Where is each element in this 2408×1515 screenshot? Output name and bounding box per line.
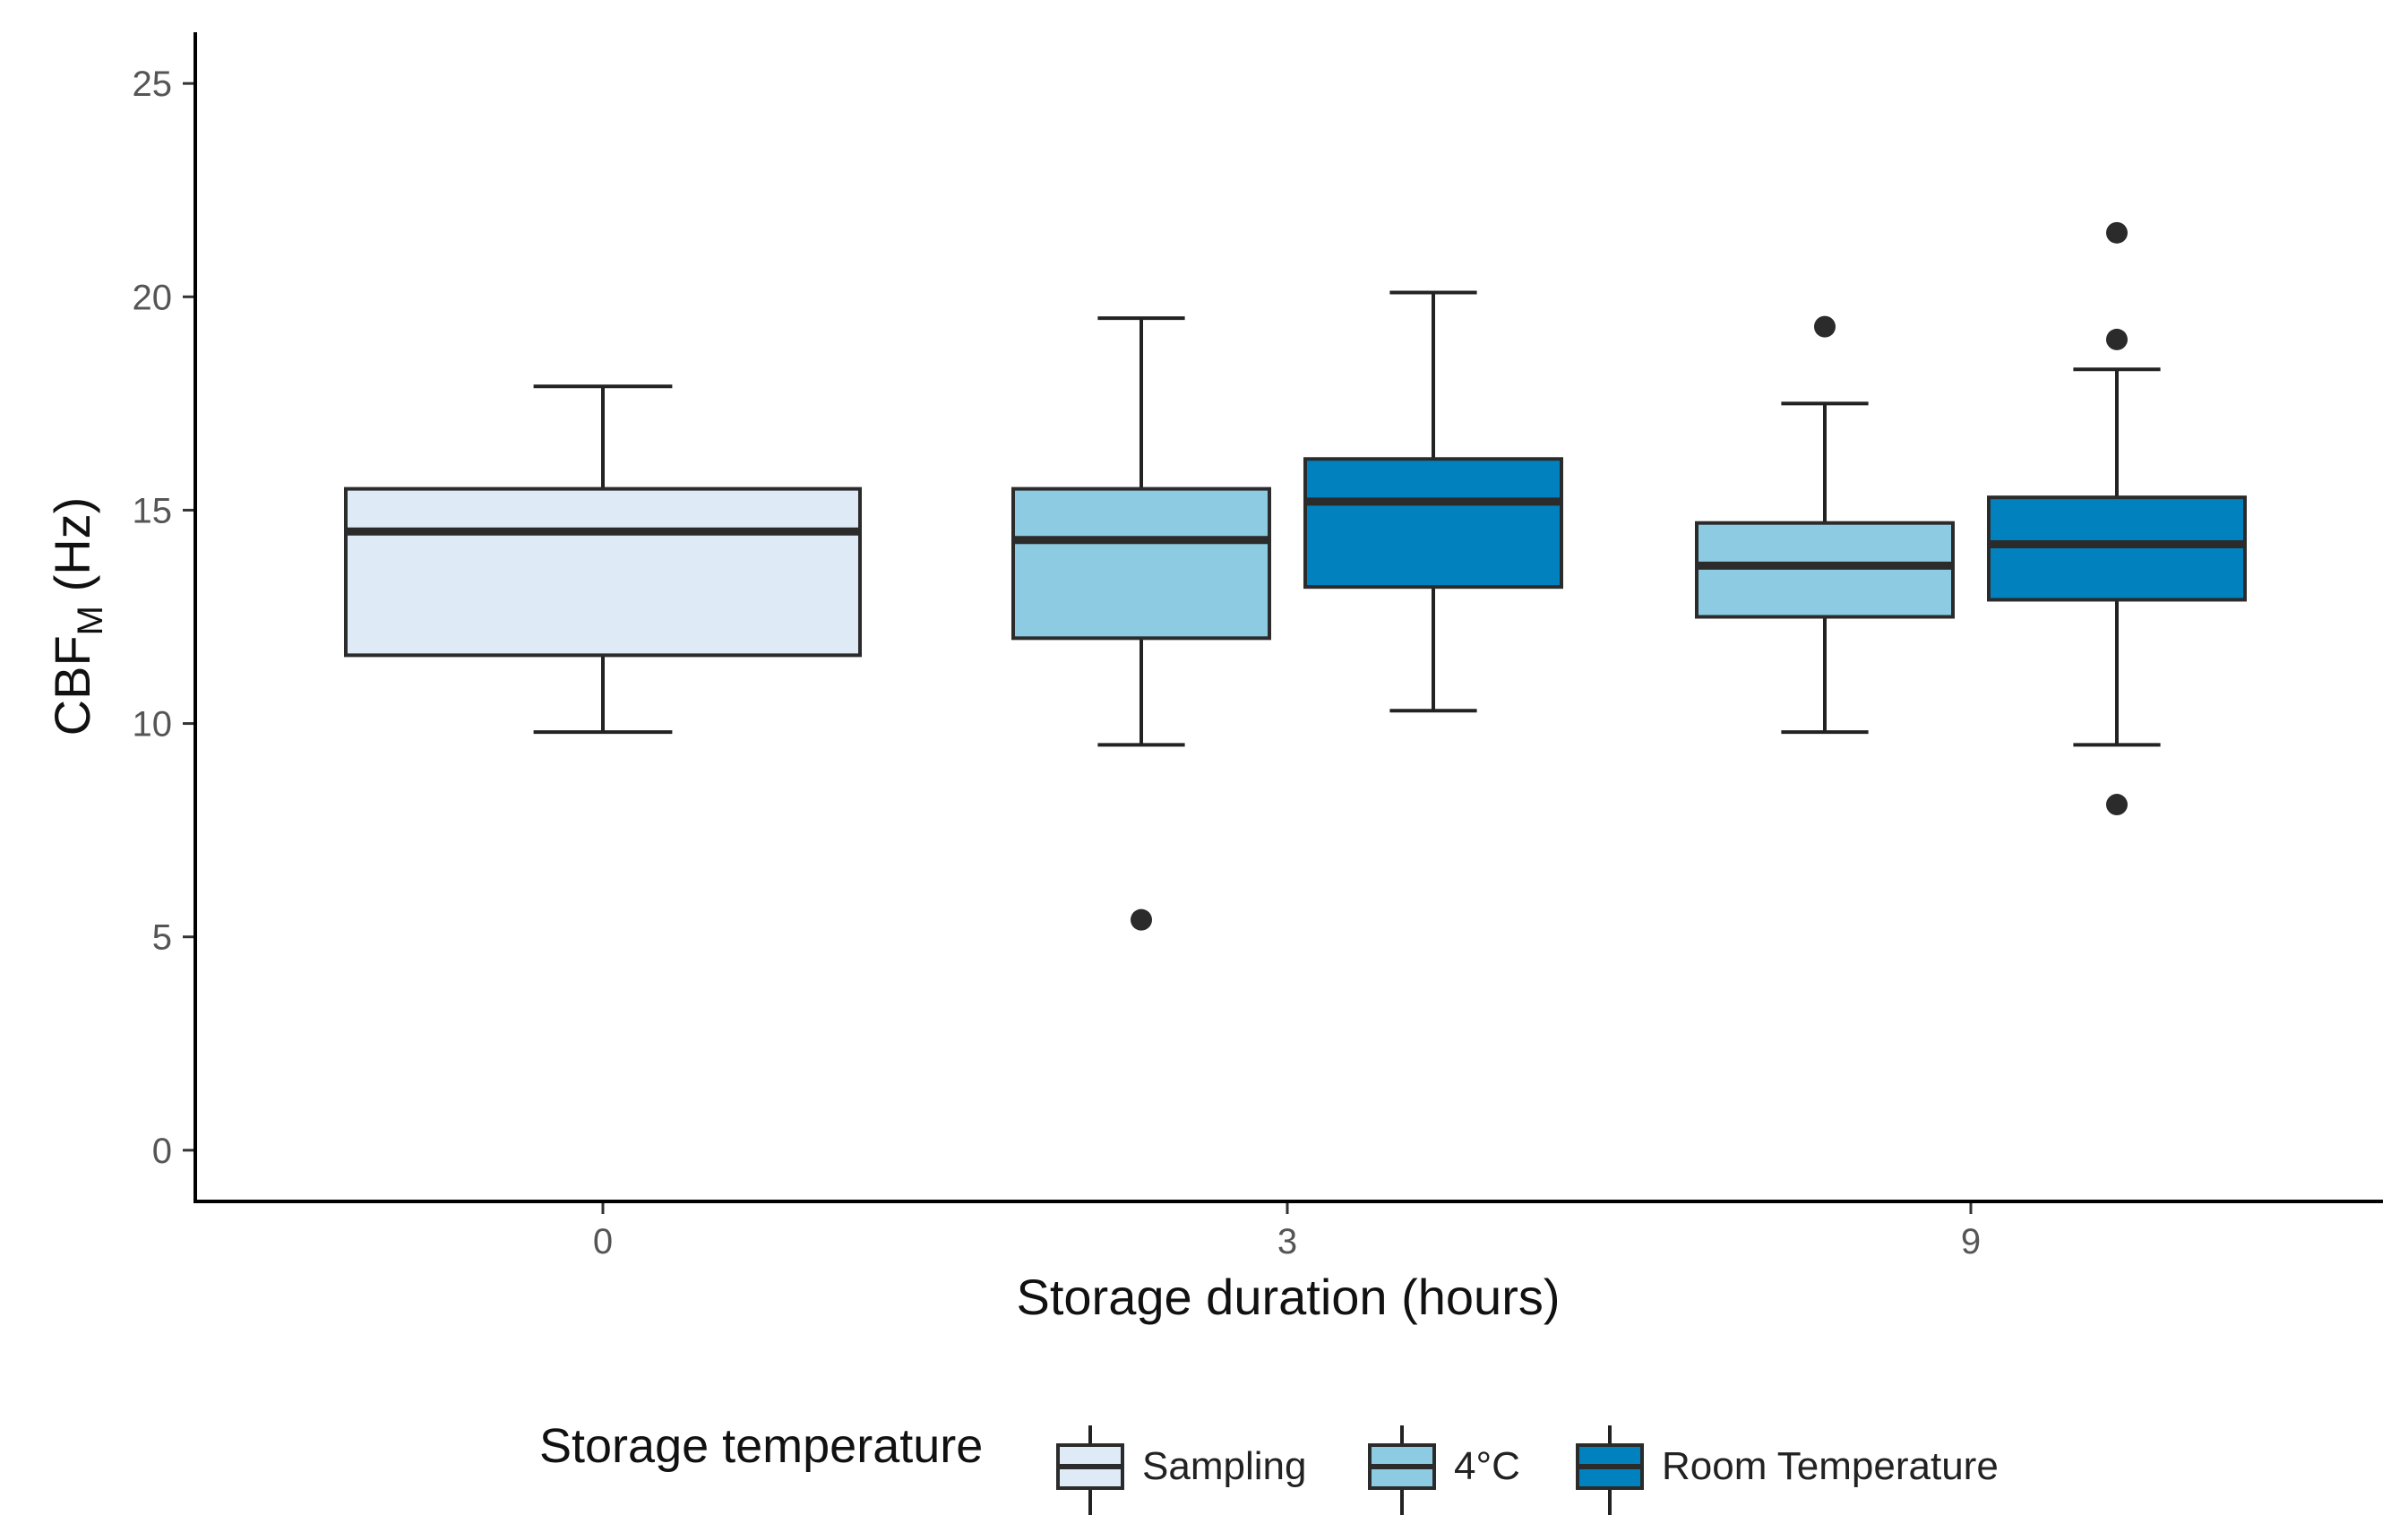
legend: Storage temperature Sampling 4°C Room Temp… xyxy=(539,1419,1999,1515)
legend-entry-4-c: 4°C xyxy=(1368,1425,1520,1515)
outlier-point xyxy=(1814,315,1836,338)
legend-label: Sampling xyxy=(1142,1444,1306,1488)
outlier-point xyxy=(2106,794,2128,816)
box-iqr xyxy=(1011,486,1271,641)
box-iqr xyxy=(344,486,862,658)
x-axis-title: Storage duration (hours) xyxy=(1016,1269,1560,1325)
box-9-4-c xyxy=(1695,315,1955,735)
y-tick-label: 10 xyxy=(133,705,173,745)
legend-title: Storage temperature xyxy=(539,1419,983,1473)
y-axis-title: CBFM (Hz) xyxy=(44,497,110,736)
box-iqr xyxy=(1695,521,1955,619)
y-tick-label: 0 xyxy=(152,1132,172,1171)
box-series xyxy=(344,221,2247,931)
box-3-room-temperature xyxy=(1303,290,1563,713)
legend-entry-sampling: Sampling xyxy=(1056,1425,1306,1515)
box-9-room-temperature xyxy=(1987,221,2247,816)
x-tick-label: 3 xyxy=(1277,1222,1297,1261)
outlier-point xyxy=(1131,908,1152,931)
legend-label: Room Temperature xyxy=(1662,1444,1999,1488)
outlier-point xyxy=(2106,221,2128,244)
y-tick-label: 20 xyxy=(133,278,173,317)
outlier-point xyxy=(2106,328,2128,350)
x-axis-ticks: 0 3 9 xyxy=(593,1201,1981,1261)
legend-entry-room-temperature: Room Temperature xyxy=(1576,1425,1999,1515)
box-0-sampling xyxy=(344,384,862,735)
box-iqr xyxy=(1303,457,1563,590)
x-tick-label: 0 xyxy=(593,1222,613,1261)
y-axis-ticks: 0 5 10 15 20 25 xyxy=(133,65,195,1171)
box-3-4-c xyxy=(1011,316,1271,931)
y-tick-label: 25 xyxy=(133,65,173,104)
y-tick-label: 5 xyxy=(152,918,172,958)
y-tick-label: 15 xyxy=(133,491,173,530)
legend-label: 4°C xyxy=(1454,1444,1520,1488)
box-iqr xyxy=(1987,495,2247,602)
x-tick-label: 9 xyxy=(1961,1222,1981,1261)
